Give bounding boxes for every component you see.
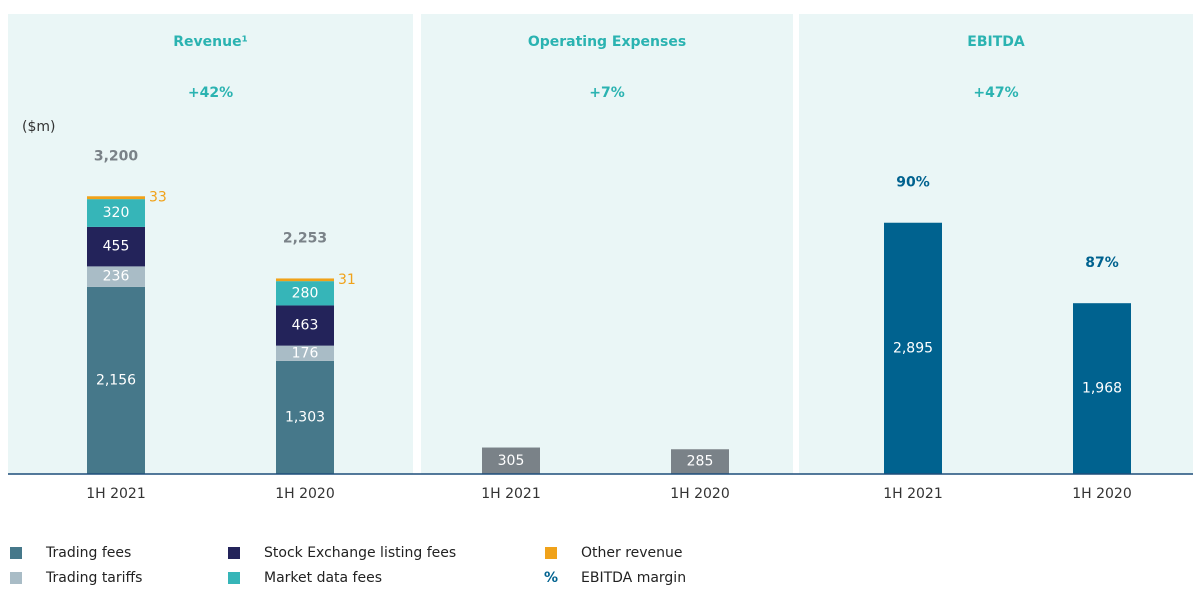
panel-title: Revenue¹ <box>173 34 247 50</box>
bar-segment <box>87 226 145 267</box>
data-label: 31 <box>338 272 356 288</box>
bar-segment <box>87 196 145 200</box>
legend-symbol: % <box>544 570 558 586</box>
legend-swatch <box>228 572 240 584</box>
data-label: 1,303 <box>285 409 325 425</box>
x-tick-label: 1H 2020 <box>275 486 335 502</box>
bar-segment <box>276 278 334 282</box>
x-tick-label: 1H 2020 <box>670 486 730 502</box>
bar-segment <box>276 305 334 346</box>
x-tick-label: 1H 2021 <box>86 486 146 502</box>
legend-label: Trading fees <box>45 545 131 561</box>
panel-background <box>8 14 413 474</box>
data-label: 463 <box>292 318 319 334</box>
data-label: 1,968 <box>1082 381 1122 397</box>
data-label: 2,156 <box>96 372 136 388</box>
legend-label: Stock Exchange listing fees <box>264 545 456 561</box>
bar-segment <box>276 281 334 306</box>
data-label: 305 <box>498 453 525 469</box>
data-label: 33 <box>149 190 167 206</box>
bar-segment <box>87 286 145 474</box>
margin-label: 90% <box>896 175 930 191</box>
data-label: 236 <box>103 269 130 285</box>
total-label: 2,253 <box>283 230 327 246</box>
bar-segment <box>87 266 145 287</box>
data-label: 176 <box>292 345 319 361</box>
bar-segment <box>87 199 145 227</box>
bar <box>1073 303 1131 474</box>
x-tick-label: 1H 2021 <box>883 486 943 502</box>
bar-segment <box>276 345 334 361</box>
data-label: 285 <box>687 454 714 470</box>
panel-background <box>799 14 1193 474</box>
margin-label: 87% <box>1085 255 1119 271</box>
panel-background <box>421 14 793 474</box>
panel-title: Operating Expenses <box>528 34 686 50</box>
legend-label: EBITDA margin <box>581 570 686 586</box>
legend-swatch <box>228 547 240 559</box>
data-label: 455 <box>103 239 130 255</box>
data-label: 280 <box>292 285 319 301</box>
total-label: 3,200 <box>94 148 139 164</box>
bar <box>482 447 540 474</box>
x-tick-label: 1H 2020 <box>1072 486 1132 502</box>
bar-segment <box>276 360 334 474</box>
panel-title: EBITDA <box>967 34 1025 50</box>
data-label: 2,895 <box>893 340 933 356</box>
bar <box>671 449 729 474</box>
unit-label: ($m) <box>22 119 55 135</box>
legend-label: Trading tariffs <box>45 570 142 586</box>
data-label: 320 <box>103 205 130 221</box>
legend-label: Other revenue <box>581 545 683 561</box>
panel-change: +42% <box>188 85 233 101</box>
legend-swatch <box>10 547 22 559</box>
legend-swatch <box>545 547 557 559</box>
bar <box>884 222 942 474</box>
x-tick-label: 1H 2021 <box>481 486 541 502</box>
panel-change: +47% <box>973 85 1018 101</box>
legend-label: Market data fees <box>264 570 382 586</box>
legend-swatch <box>10 572 22 584</box>
panel-change: +7% <box>589 85 625 101</box>
